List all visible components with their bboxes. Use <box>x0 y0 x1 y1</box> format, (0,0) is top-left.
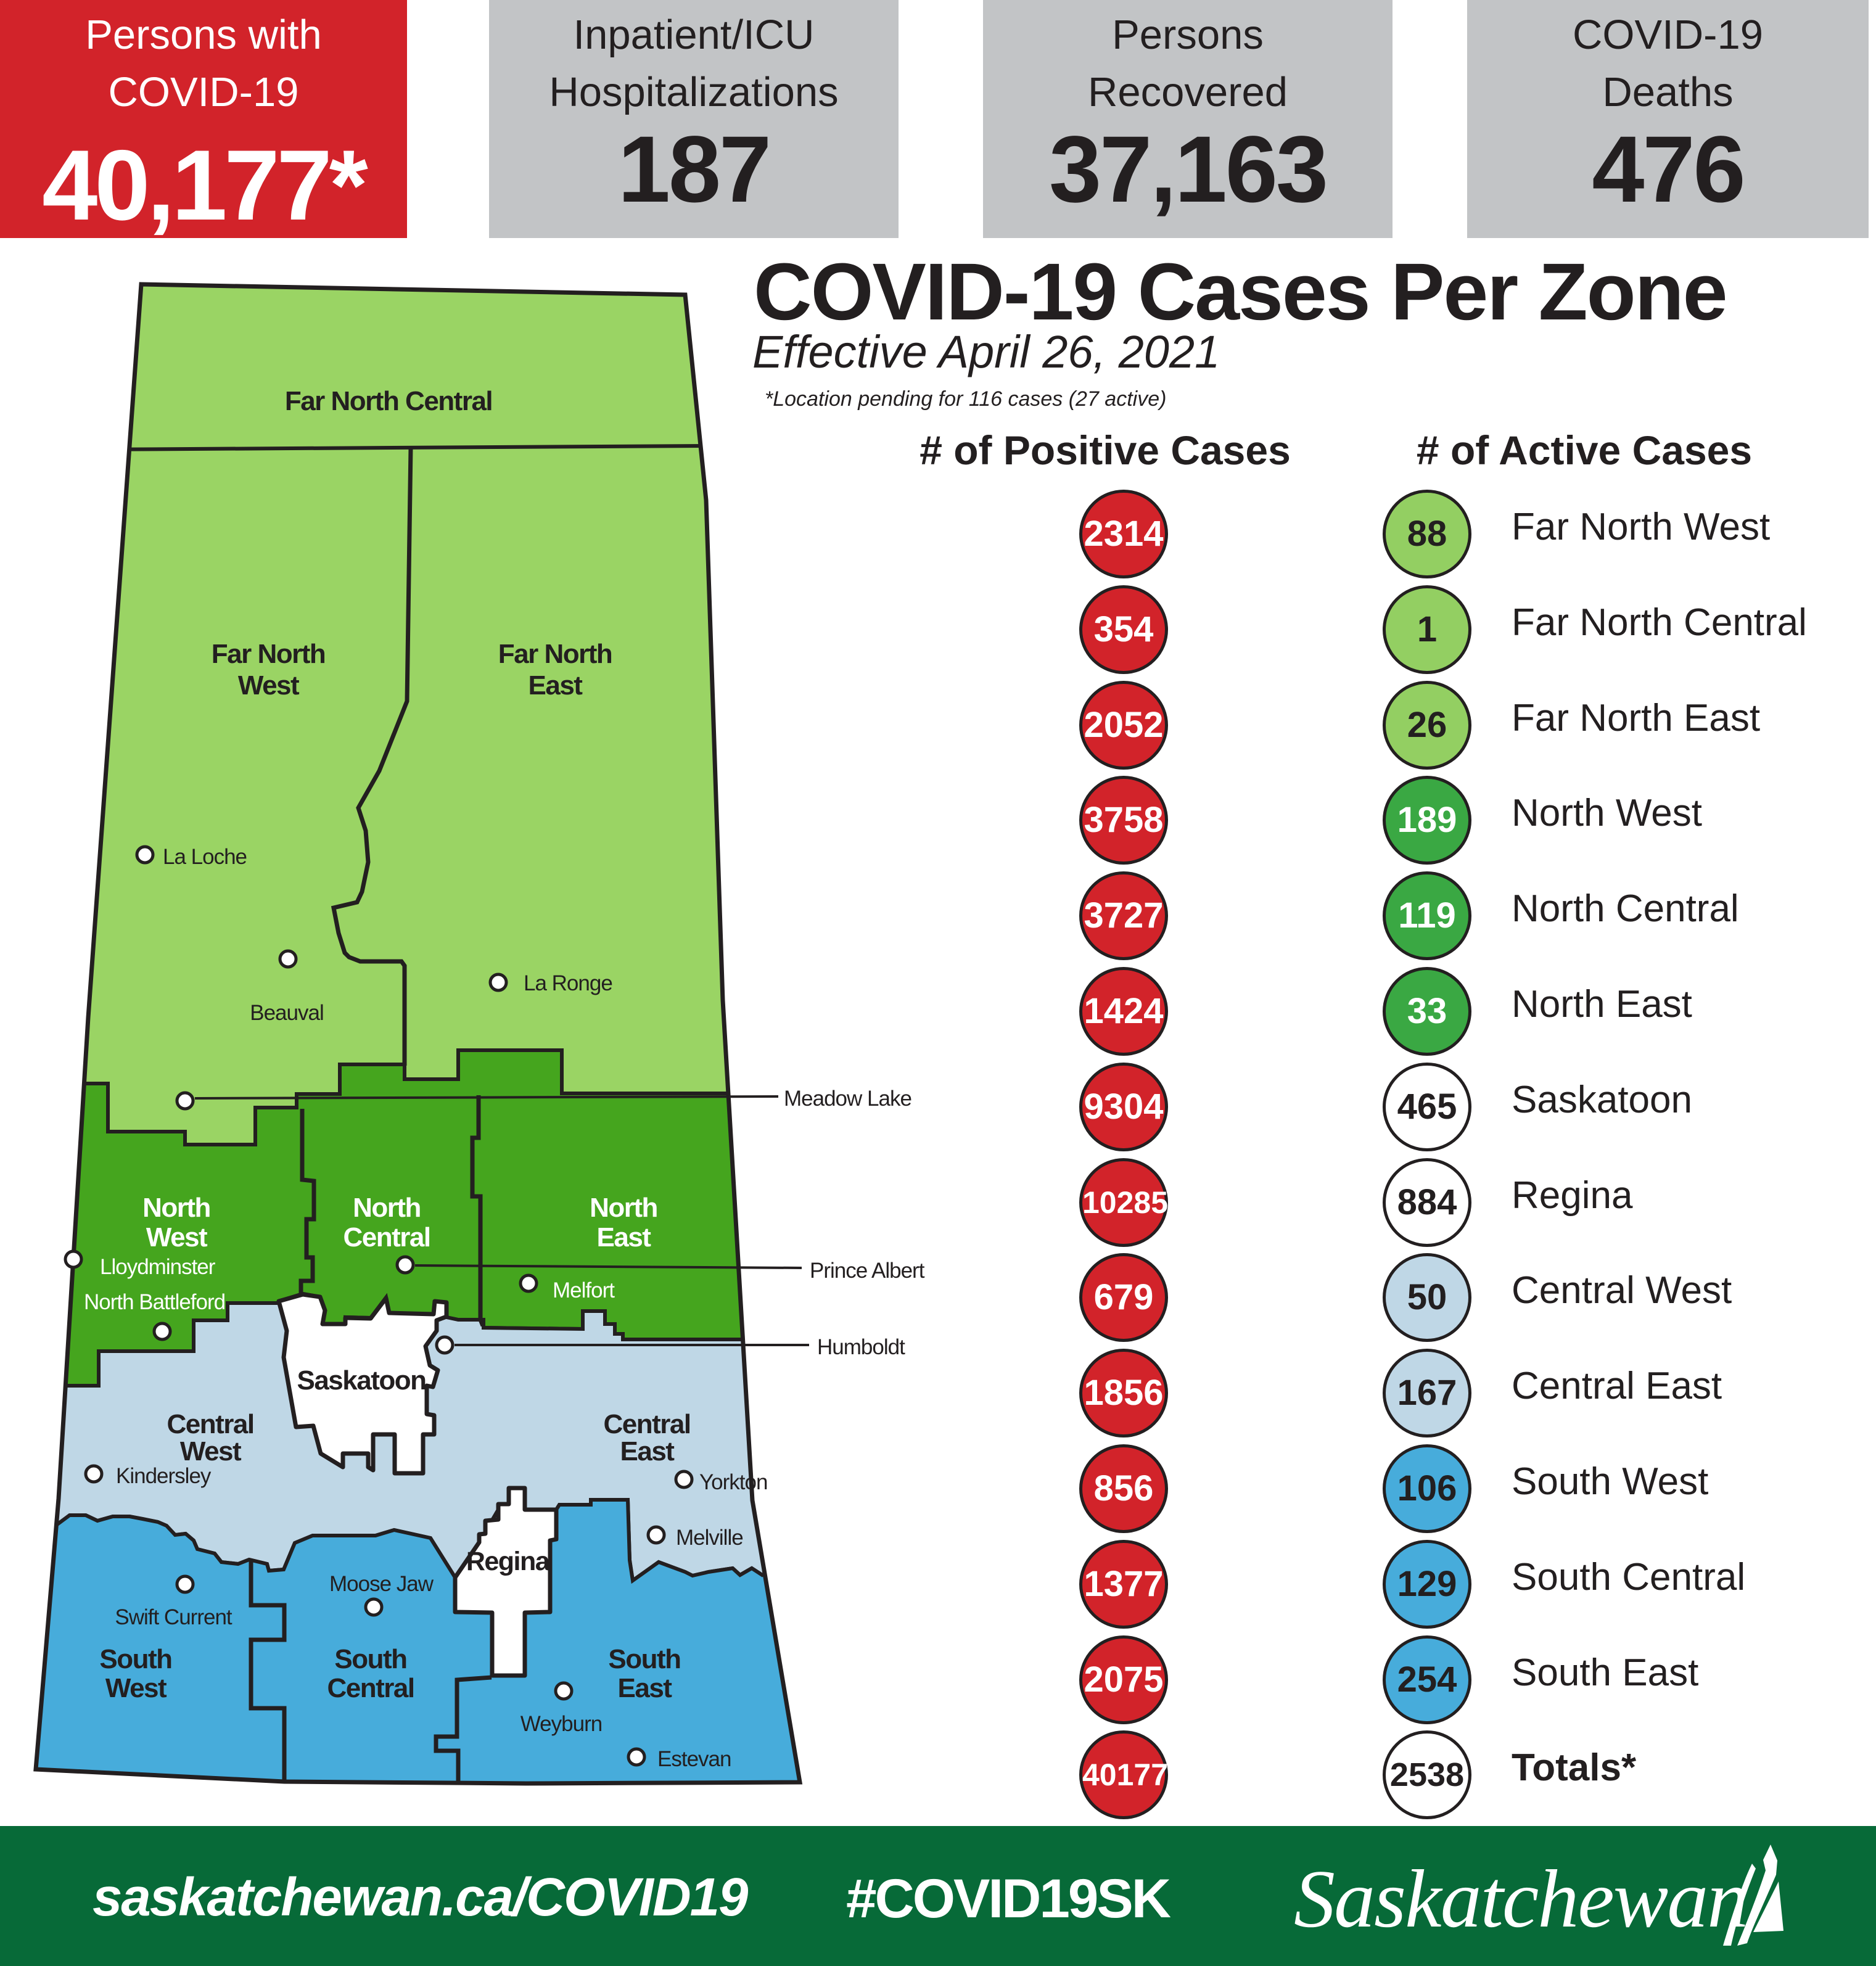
svg-text:Regina: Regina <box>466 1547 551 1576</box>
svg-text:West: West <box>146 1222 208 1252</box>
svg-text:North: North <box>353 1193 421 1223</box>
svg-text:North Battleford: North Battleford <box>84 1290 225 1314</box>
svg-text:Melfort: Melfort <box>553 1278 615 1302</box>
svg-text:Prince Albert: Prince Albert <box>810 1259 925 1283</box>
svg-text:West: West <box>105 1673 167 1703</box>
svg-text:Humboldt: Humboldt <box>817 1335 905 1359</box>
svg-text:Estevan: Estevan <box>657 1747 731 1771</box>
svg-text:Lloydminster: Lloydminster <box>100 1255 216 1279</box>
svg-text:Yorkton: Yorkton <box>699 1470 767 1494</box>
svg-text:East: East <box>597 1222 652 1252</box>
svg-text:East: East <box>618 1673 673 1703</box>
svg-text:West: West <box>238 670 300 701</box>
svg-text:East: East <box>620 1436 675 1466</box>
svg-text:South: South <box>99 1644 171 1674</box>
svg-text:Saskatoon: Saskatoon <box>297 1365 426 1396</box>
svg-text:Swift Current: Swift Current <box>115 1605 232 1629</box>
svg-text:Central: Central <box>327 1673 414 1703</box>
svg-text:Weyburn: Weyburn <box>520 1712 602 1736</box>
svg-text:Central: Central <box>603 1409 690 1439</box>
svg-text:Central: Central <box>343 1222 430 1252</box>
svg-text:East: East <box>529 670 583 701</box>
svg-text:South: South <box>608 1644 680 1674</box>
svg-text:Melville: Melville <box>676 1526 743 1550</box>
svg-text:West: West <box>180 1436 242 1466</box>
svg-text:Far North Central: Far North Central <box>285 386 492 416</box>
svg-text:South: South <box>334 1644 406 1674</box>
svg-text:La Ronge: La Ronge <box>524 971 612 995</box>
svg-text:Meadow Lake: Meadow Lake <box>784 1087 911 1111</box>
svg-text:Beauval: Beauval <box>250 1001 323 1025</box>
svg-text:Moose Jaw: Moose Jaw <box>329 1572 434 1596</box>
svg-text:North: North <box>142 1193 210 1223</box>
svg-text:Far North: Far North <box>212 639 326 669</box>
svg-text:Kindersley: Kindersley <box>116 1464 212 1488</box>
svg-text:Far North: Far North <box>498 639 612 669</box>
svg-text:North: North <box>590 1193 657 1223</box>
svg-text:Central: Central <box>167 1409 253 1439</box>
svg-text:La Loche: La Loche <box>163 845 247 869</box>
